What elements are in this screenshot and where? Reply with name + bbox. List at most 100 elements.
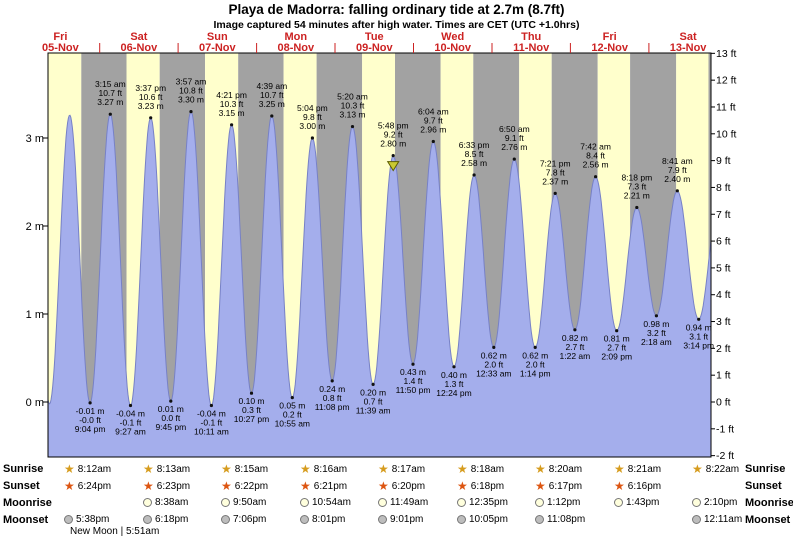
feet-axis-label: 7 ft [716, 209, 731, 221]
moonrise-entry: 1:43pm [614, 497, 659, 508]
feet-axis-label: 11 ft [716, 101, 736, 113]
high-tide-label: 2.96 m [420, 125, 446, 135]
time-text: 8:21am [627, 463, 662, 475]
time-text: 1:12pm [547, 497, 581, 508]
moonrise-icon [221, 498, 230, 507]
day-name-label: Tue [365, 31, 384, 43]
time-text: 8:12am [77, 463, 112, 475]
low-tide-label: -0.1 ft [120, 418, 142, 428]
sunset-entry: ★ 6:21pm [300, 480, 347, 492]
tide-extreme-dot [391, 154, 395, 158]
low-tide-label: -0.0 ft [79, 415, 101, 425]
sunrise-entry: ★ 8:20am [535, 463, 582, 475]
sunrise-star-icon: ★ [614, 462, 625, 476]
sunset-entry: ★ 6:17pm [535, 480, 582, 492]
feet-axis-label: -2 ft [716, 450, 734, 462]
tide-extreme-dot [675, 189, 679, 193]
low-tide-label: 10:27 pm [234, 414, 269, 424]
feet-axis-label: 6 ft [716, 236, 731, 248]
moonrise-icon [378, 498, 387, 507]
low-tide-label: 9:04 pm [75, 424, 106, 434]
moonrise-icon [614, 498, 623, 507]
high-tide-label: 10.7 ft [98, 88, 122, 98]
sunset-star-icon: ★ [378, 479, 389, 493]
day-date-label: 12-Nov [591, 42, 629, 54]
low-tide-label: 2.7 ft [607, 343, 627, 353]
feet-axis-label: 3 ft [716, 316, 731, 328]
low-tide-label: 0.62 m [481, 350, 507, 360]
low-tide-label: 3:14 pm [683, 340, 714, 350]
high-tide-label: 9.7 ft [424, 116, 444, 126]
low-tide-label: 0.0 ft [161, 413, 181, 423]
astro-left-label: Moonrise [3, 497, 52, 509]
low-tide-label: 11:08 pm [315, 402, 350, 412]
time-text: 10:05pm [469, 514, 508, 525]
low-tide-label: -0.01 m [76, 406, 105, 416]
moonrise-entry: 2:10pm [692, 497, 737, 508]
astro-row-moonset: Moonset Moonset 5:38pm 6:18pm 7:06pm 8:01pm 9:… [0, 513, 793, 529]
day-name-label: Fri [603, 31, 617, 43]
time-text: 12:35pm [469, 497, 508, 508]
high-tide-label: 10.6 ft [139, 92, 163, 102]
day-date-label: 09-Nov [356, 42, 394, 54]
tide-extreme-dot [88, 401, 92, 405]
astro-right-label: Sunrise [745, 463, 786, 475]
moonset-entry: 12:11am [692, 514, 742, 525]
page-title: Playa de Madorra: falling ordinary tide … [228, 2, 565, 17]
feet-axis-label: -1 ft [716, 423, 734, 435]
high-tide-label: 4:39 am [256, 81, 287, 91]
day-date-label: 05-Nov [42, 42, 80, 54]
feet-axis-label: 8 ft [716, 182, 731, 194]
time-text: 6:18pm [470, 480, 505, 492]
time-text: 1:43pm [626, 497, 660, 508]
low-tide-label: 9:27 am [115, 427, 146, 437]
low-tide-label: 0.62 m [522, 350, 548, 360]
moonset-icon [457, 515, 466, 524]
high-tide-label: 2.37 m [542, 176, 568, 186]
high-tide-label: 9.8 ft [303, 112, 323, 122]
sunset-entry: ★ 6:23pm [143, 480, 190, 492]
sunset-star-icon: ★ [535, 479, 546, 493]
day-name-label: Sun [207, 31, 228, 43]
high-tide-label: 9.1 ft [505, 133, 525, 143]
low-tide-label: 2:18 am [641, 337, 672, 347]
moonset-entry: 5:38pm [64, 514, 109, 525]
low-tide-label: 1.3 ft [445, 379, 465, 389]
low-tide-label: 1:22 am [560, 351, 591, 361]
low-tide-label: 1.4 ft [404, 376, 424, 386]
time-text: 6:18pm [155, 514, 189, 525]
low-tide-label: 2.0 ft [526, 359, 546, 369]
sunrise-star-icon: ★ [64, 462, 75, 476]
sunset-star-icon: ★ [614, 479, 625, 493]
time-text: 8:20am [548, 463, 583, 475]
high-tide-label: 7.8 ft [546, 167, 566, 177]
tide-chart: Fri05-NovSat06-NovSun07-NovMon08-NovTue0… [26, 31, 737, 462]
high-tide-label: 3:15 am [95, 79, 126, 89]
tide-extreme-dot [472, 173, 476, 177]
high-tide-label: 8:41 am [662, 156, 693, 166]
moonrise-icon [300, 498, 309, 507]
new-moon-label: New Moon | 5:51am [70, 526, 160, 537]
high-tide-label: 10.3 ft [220, 99, 244, 109]
feet-axis-label: 10 ft [716, 128, 737, 140]
time-text: 8:38am [155, 497, 189, 508]
low-tide-label: 11:39 am [356, 405, 391, 415]
low-tide-label: 2.0 ft [484, 359, 504, 369]
moonrise-entry: 8:38am [143, 497, 188, 508]
low-tide-label: 3.1 ft [689, 331, 709, 341]
time-text: 5:38pm [76, 514, 110, 525]
high-tide-label: 3:37 pm [135, 83, 166, 93]
astro-row-moonrise: Moonrise Moonrise 8:38am 9:50am 10:54am 11:49… [0, 496, 793, 512]
time-text: 8:16am [313, 463, 348, 475]
high-tide-label: 10.7 ft [260, 90, 284, 100]
moonrise-icon [457, 498, 466, 507]
high-tide-label: 3.00 m [299, 121, 325, 131]
astro-left-label: Sunset [3, 480, 40, 492]
tide-extreme-dot [452, 365, 456, 369]
high-tide-label: 7.3 ft [627, 182, 647, 192]
day-name-label: Wed [441, 31, 464, 43]
moonset-icon [221, 515, 230, 524]
high-tide-label: 2.21 m [624, 191, 650, 201]
tide-extreme-dot [189, 110, 193, 114]
time-text: 7:06pm [233, 514, 267, 525]
